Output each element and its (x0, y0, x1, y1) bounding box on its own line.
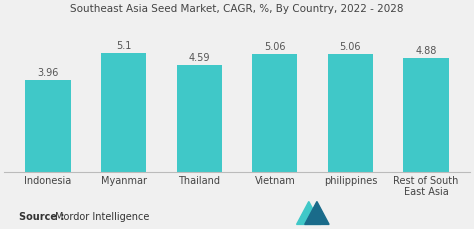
Polygon shape (297, 202, 321, 224)
Text: 3.96: 3.96 (37, 68, 59, 78)
Bar (328, 54, 373, 172)
Text: 5.06: 5.06 (264, 42, 285, 52)
Text: Mordor Intelligence: Mordor Intelligence (55, 212, 149, 222)
Text: 4.88: 4.88 (415, 46, 437, 56)
Text: 5.1: 5.1 (116, 41, 131, 51)
Bar (101, 53, 146, 172)
Bar (403, 58, 449, 172)
Title: Southeast Asia Seed Market, CAGR, %, By Country, 2022 - 2028: Southeast Asia Seed Market, CAGR, %, By … (70, 4, 404, 14)
Polygon shape (305, 202, 329, 224)
Text: Source :: Source : (19, 212, 64, 222)
Bar (25, 79, 71, 172)
Bar (252, 54, 298, 172)
Text: 5.06: 5.06 (340, 42, 361, 52)
Text: 4.59: 4.59 (189, 53, 210, 63)
Bar (176, 65, 222, 172)
